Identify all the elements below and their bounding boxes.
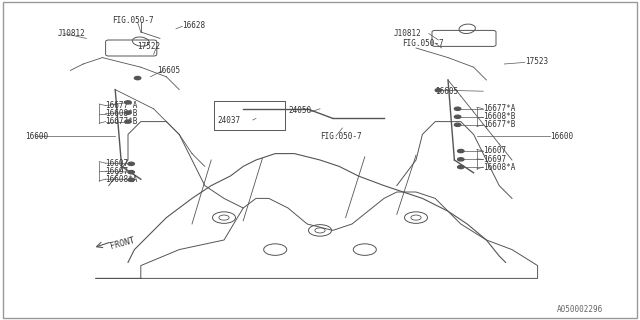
Text: 16677*B: 16677*B (483, 120, 516, 129)
Text: J10812: J10812 (394, 29, 421, 38)
Circle shape (128, 162, 134, 165)
Text: FRONT: FRONT (109, 236, 135, 251)
Text: A050002296: A050002296 (557, 305, 603, 314)
Text: 16677*B: 16677*B (106, 117, 138, 126)
Text: 16608*A: 16608*A (483, 163, 516, 172)
Circle shape (134, 76, 141, 80)
Text: 16677*A: 16677*A (483, 104, 516, 113)
Text: 16697: 16697 (106, 167, 129, 176)
Circle shape (125, 120, 131, 123)
Circle shape (454, 107, 461, 110)
Circle shape (128, 178, 134, 181)
Text: 24037: 24037 (218, 116, 241, 124)
Text: 16605: 16605 (435, 87, 458, 96)
Circle shape (125, 111, 131, 114)
Text: 16628: 16628 (182, 21, 205, 30)
Text: 17522: 17522 (138, 42, 161, 51)
Text: 16608*B: 16608*B (106, 109, 138, 118)
Text: 17523: 17523 (525, 57, 548, 66)
Text: 16697: 16697 (483, 155, 506, 164)
Text: FIG.050-7: FIG.050-7 (402, 39, 444, 48)
Text: 16608*A: 16608*A (106, 175, 138, 184)
Text: J10812: J10812 (58, 29, 85, 38)
Circle shape (435, 89, 442, 92)
Circle shape (458, 165, 464, 169)
Circle shape (454, 115, 461, 118)
Text: 16605: 16605 (157, 66, 180, 75)
Circle shape (458, 149, 464, 153)
Text: 24050: 24050 (288, 106, 311, 115)
Text: 16600: 16600 (550, 132, 573, 140)
Text: 16600: 16600 (26, 132, 49, 140)
Text: 16677*A: 16677*A (106, 101, 138, 110)
Text: FIG.050-7: FIG.050-7 (112, 16, 154, 25)
Text: 16608*B: 16608*B (483, 112, 516, 121)
Text: 16607: 16607 (106, 159, 129, 168)
Circle shape (458, 158, 464, 161)
Text: 16607: 16607 (483, 146, 506, 155)
Circle shape (128, 171, 134, 174)
Circle shape (454, 123, 461, 126)
Circle shape (125, 101, 131, 104)
Text: FIG.050-7: FIG.050-7 (320, 132, 362, 140)
